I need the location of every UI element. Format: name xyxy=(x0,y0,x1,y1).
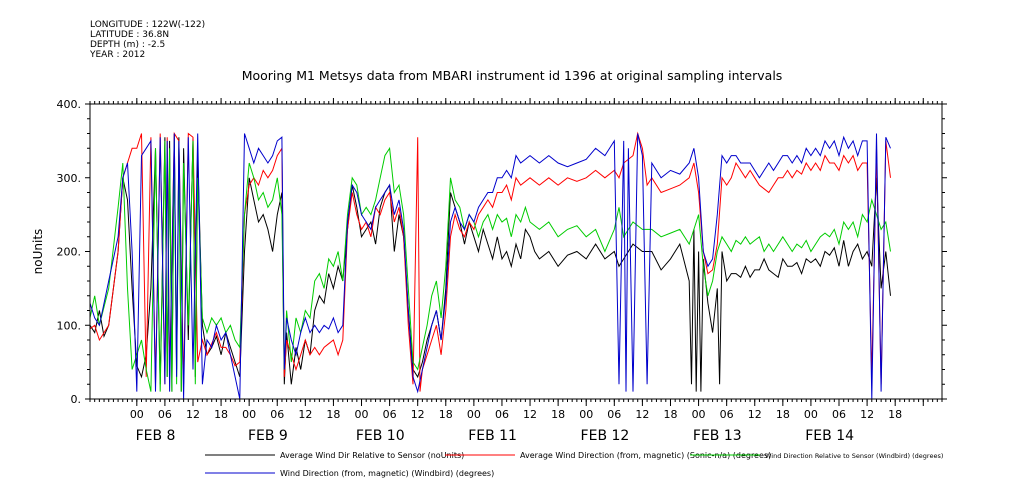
y-tick-label: 100. xyxy=(57,319,82,332)
series-line-2 xyxy=(89,131,891,392)
latitude-text: LATITUDE : 36.8N xyxy=(90,30,170,40)
day-label: FEB 9 xyxy=(248,428,288,444)
series-line-4 xyxy=(89,133,891,400)
series-line-1 xyxy=(89,133,891,392)
depth-text: DEPTH (m) : -2.5 xyxy=(90,40,166,50)
day-label: FEB 13 xyxy=(693,428,742,444)
y-tick-label: 200. xyxy=(57,246,82,259)
x-tick-label: 06 xyxy=(495,408,509,421)
day-label: FEB 12 xyxy=(581,428,630,444)
x-tick-label: 06 xyxy=(158,408,172,421)
x-tick-label: 06 xyxy=(383,408,397,421)
x-tick-label: 18 xyxy=(888,408,902,421)
plot-frame xyxy=(89,103,943,400)
x-tick-label: 00 xyxy=(692,408,706,421)
x-tick-label: 00 xyxy=(355,408,369,421)
x-tick-label: 18 xyxy=(663,408,677,421)
legend-label-1: Average Wind Dir Relative to Sensor (noU… xyxy=(280,451,464,460)
x-tick-label: 18 xyxy=(214,408,228,421)
y-axis-label: noUnits xyxy=(31,229,45,275)
x-tick-label: 00 xyxy=(467,408,481,421)
x-tick-label: 18 xyxy=(776,408,790,421)
x-tick-label: 00 xyxy=(242,408,256,421)
legend-label-4: Wind Direction (from, magnetic) (Windbir… xyxy=(280,469,494,478)
x-tick-label: 12 xyxy=(635,408,649,421)
x-tick-label: 12 xyxy=(523,408,537,421)
x-tick-label: 18 xyxy=(439,408,453,421)
series-line-3 xyxy=(89,140,891,392)
day-label: FEB 11 xyxy=(468,428,517,444)
longitude-text: LONGITUDE : 122W(-122) xyxy=(90,20,206,30)
legend-label-2: Average Wind Direction (from, magnetic) … xyxy=(520,451,771,460)
x-tick-label: 00 xyxy=(130,408,144,421)
legend-label-3: Wind Direction Relative to Sensor (Windb… xyxy=(765,452,943,460)
x-tick-label: 06 xyxy=(832,408,846,421)
x-tick-label: 12 xyxy=(411,408,425,421)
y-tick-label: 400. xyxy=(57,98,82,111)
x-tick-label: 06 xyxy=(607,408,621,421)
day-label: FEB 8 xyxy=(136,428,176,444)
x-tick-label: 00 xyxy=(579,408,593,421)
x-tick-label: 06 xyxy=(720,408,734,421)
chart-title: Mooring M1 Metsys data from MBARI instru… xyxy=(242,68,783,83)
x-tick-label: 12 xyxy=(186,408,200,421)
axis-layer: 0. 100. 200. 300. 400. 00 06 12 18 00 06 12 18 00 06 12… xyxy=(57,98,947,444)
x-tick-label: 12 xyxy=(860,408,874,421)
x-tick-label: 00 xyxy=(804,408,818,421)
x-tick-label: 18 xyxy=(326,408,340,421)
series-layer xyxy=(89,131,891,400)
legend: Average Wind Dir Relative to Sensor (noU… xyxy=(205,451,943,478)
y-tick-label: 0. xyxy=(71,393,82,406)
day-label: FEB 10 xyxy=(356,428,405,444)
x-tick-label: 12 xyxy=(298,408,312,421)
station-metadata: LONGITUDE : 122W(-122) LATITUDE : 36.8N … xyxy=(90,20,205,60)
day-label: FEB 14 xyxy=(805,428,854,444)
y-tick-label: 300. xyxy=(57,172,82,185)
x-tick-label: 06 xyxy=(270,408,284,421)
x-tick-label: 18 xyxy=(551,408,565,421)
year-text: YEAR : 2012 xyxy=(90,50,146,60)
x-tick-label: 12 xyxy=(748,408,762,421)
